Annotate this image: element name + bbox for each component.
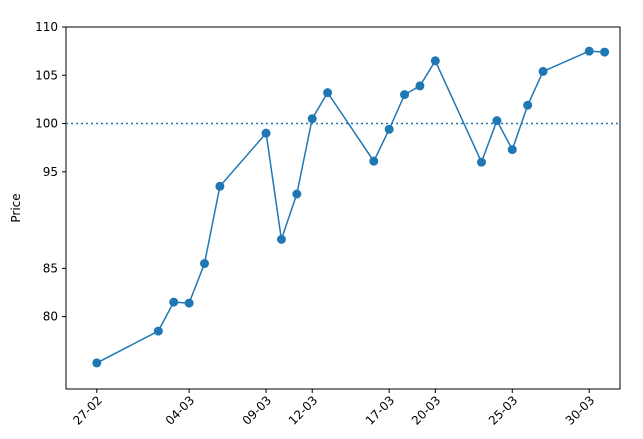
y-tick-label: 100	[35, 117, 58, 131]
x-tick-label: 20-03	[409, 393, 444, 428]
x-tick-label: 30-03	[563, 393, 598, 428]
y-tick-label: 110	[35, 20, 58, 34]
price-series-line	[96, 50, 605, 364]
plot-area	[65, 26, 621, 390]
x-axis: 27-02 04-03 09-03 12-03 17-03 20-03 25-03 30-03	[70, 389, 597, 428]
y-axis: 80 85 95 100 105 110	[35, 20, 66, 324]
y-tick-label: 105	[35, 68, 58, 82]
x-tick-label: 17-03	[363, 393, 398, 428]
data-point	[538, 66, 548, 76]
price-points	[92, 46, 610, 368]
data-point	[477, 157, 486, 167]
data-point	[584, 46, 594, 56]
data-point	[323, 88, 333, 98]
x-tick-label: 04-03	[163, 393, 198, 428]
y-tick-label: 80	[43, 310, 58, 324]
x-tick-label: 09-03	[240, 393, 275, 428]
plot-frame	[65, 26, 621, 390]
y-tick-label: 95	[43, 165, 58, 179]
data-point	[215, 181, 225, 191]
data-point	[415, 81, 425, 91]
data-point	[400, 90, 410, 100]
data-point	[184, 298, 194, 308]
data-point	[430, 56, 440, 66]
x-tick-label: 12-03	[286, 393, 321, 428]
data-point	[261, 128, 271, 138]
data-point	[507, 145, 517, 155]
x-tick-label: 25-03	[486, 393, 521, 428]
data-point	[384, 124, 394, 134]
data-point	[276, 234, 286, 244]
data-point	[292, 189, 302, 199]
data-point	[153, 326, 163, 336]
data-point	[523, 100, 533, 110]
data-point	[369, 156, 379, 166]
x-tick-label: 27-02	[70, 393, 105, 428]
y-axis-label: Price	[9, 193, 23, 222]
data-point	[169, 297, 179, 307]
data-point	[92, 358, 102, 368]
y-tick-label: 85	[43, 261, 58, 275]
data-point	[492, 116, 502, 126]
data-point	[307, 114, 317, 124]
data-point	[200, 259, 209, 269]
data-point	[600, 47, 610, 57]
